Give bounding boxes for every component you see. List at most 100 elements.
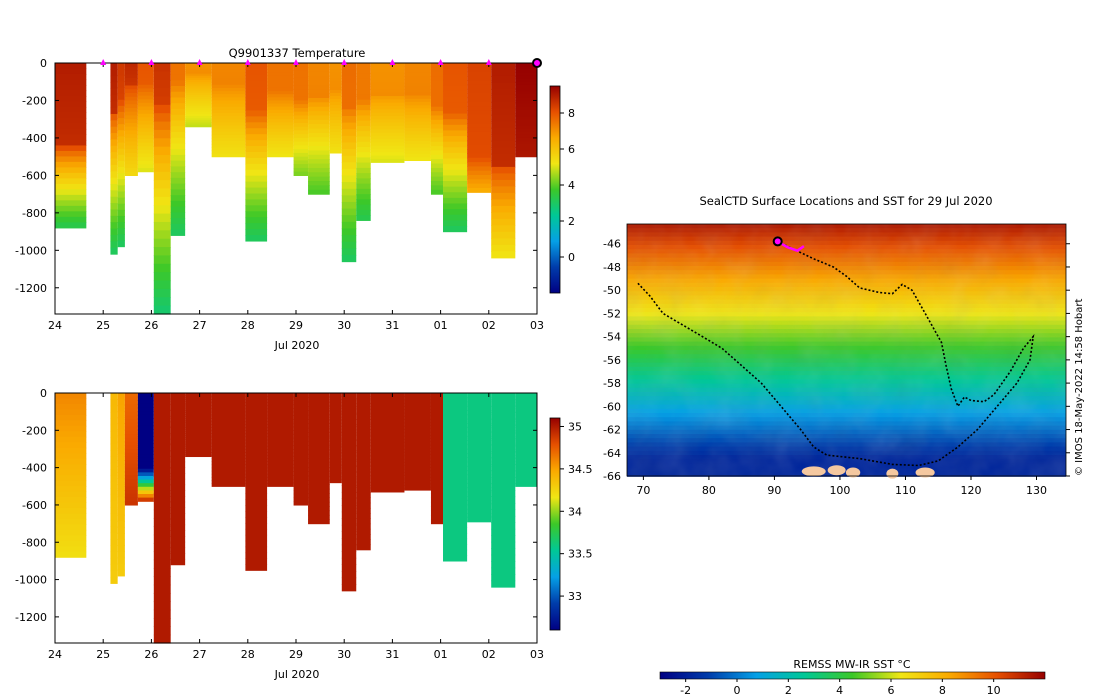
profile-cell (110, 234, 118, 242)
profile-cell (293, 490, 309, 495)
profile-cell (308, 189, 330, 195)
profile-cell (404, 405, 431, 410)
map-y-tick-label: -46 (603, 238, 621, 251)
profile-cell (370, 465, 405, 470)
profile-cell (467, 448, 492, 454)
profile-cell (245, 404, 268, 412)
profile-cell (211, 473, 246, 478)
profile-cell (170, 131, 186, 139)
profile-cell (430, 445, 444, 451)
profile-cell (55, 409, 87, 416)
profile-cell (404, 483, 431, 488)
profile-cell (211, 106, 246, 111)
profile-cell (293, 434, 309, 439)
profile-cell (370, 129, 405, 134)
x-tick-label: 27 (193, 319, 207, 332)
profile-cell (267, 430, 294, 435)
profile-cell (170, 415, 186, 423)
profile-cell (308, 167, 330, 173)
profile-cell (370, 393, 405, 397)
profile-cell (404, 140, 431, 145)
profile-cell (329, 83, 342, 88)
profile-cell (491, 541, 516, 549)
profile-cell (308, 89, 330, 95)
profile-cell (370, 79, 405, 84)
profile-cell (515, 72, 537, 77)
profile-cell (153, 518, 171, 527)
profile-cell (211, 420, 246, 425)
profile-cell (110, 228, 118, 236)
profile-cell (267, 63, 294, 67)
profile-cell (467, 487, 492, 493)
profile-cell (55, 518, 87, 525)
profile-cell (329, 104, 342, 109)
profile-cell (443, 63, 468, 70)
profile-cell (491, 212, 516, 220)
profile-column (329, 63, 342, 154)
profile-cell (443, 549, 468, 556)
y-tick-label: -800 (22, 207, 47, 220)
profile-cell (110, 405, 118, 413)
profile-cell (370, 145, 405, 150)
profile-cell (515, 106, 537, 111)
profile-cell (341, 551, 357, 559)
profile-cell (267, 119, 294, 123)
profile-cell (124, 434, 138, 439)
profile-cell (293, 66, 309, 72)
profile-cell (443, 147, 468, 154)
profile-cell (341, 485, 357, 493)
profile-cell (124, 445, 138, 450)
profile-cell (185, 103, 212, 107)
profile-cell (170, 398, 186, 406)
profile-cell (117, 502, 125, 510)
profile-cell (185, 437, 212, 441)
profile-cell (110, 450, 118, 458)
profile-cell (515, 420, 537, 425)
profile-cell (185, 105, 212, 109)
profile-cell (110, 75, 118, 83)
profile-cell (185, 69, 212, 73)
profile-cell (137, 88, 154, 93)
profile-cell (491, 567, 516, 575)
profile-cell (137, 400, 154, 405)
profile-cell (443, 454, 468, 461)
profile-cell (404, 153, 431, 158)
profile-cell (430, 84, 444, 90)
profile-cell (308, 401, 330, 407)
profile-cell (491, 134, 516, 142)
profile-cell (185, 450, 212, 453)
profile-column (117, 63, 125, 248)
profile-cell (110, 222, 118, 230)
temperature-panel: Q9901337 Temperature 24 25 26 27 28 29 30 31 01 0… (15, 46, 575, 352)
profile-cell (137, 436, 154, 441)
profile-cell (356, 178, 371, 185)
land-patch (801, 466, 826, 477)
profile-cell (443, 420, 468, 428)
profile-cell (443, 141, 468, 148)
recent-track (777, 240, 805, 253)
profile-cell (430, 119, 444, 125)
profile-cell (137, 468, 154, 473)
last-position-marker (532, 58, 542, 68)
profile-cell (293, 493, 309, 499)
profile-cell (443, 432, 468, 439)
profile-cell (110, 126, 118, 134)
profile-cell (124, 63, 138, 68)
profile-cell (515, 430, 537, 435)
profile-cell (341, 505, 357, 513)
profile-cell (443, 488, 468, 495)
profile-cell (404, 98, 431, 103)
profile-cell (356, 199, 371, 206)
profile-cell (293, 445, 309, 450)
profile-cell (185, 67, 212, 70)
profile-cell (404, 457, 431, 462)
profile-cell (170, 229, 186, 236)
profile-cell (185, 426, 212, 430)
profile-column (211, 63, 246, 158)
profile-cell (185, 86, 212, 90)
profile-cell (467, 97, 492, 103)
profile-cell (443, 482, 468, 489)
profile-cell (341, 577, 357, 585)
profile-cell (341, 188, 357, 196)
profile-cell (245, 74, 268, 82)
